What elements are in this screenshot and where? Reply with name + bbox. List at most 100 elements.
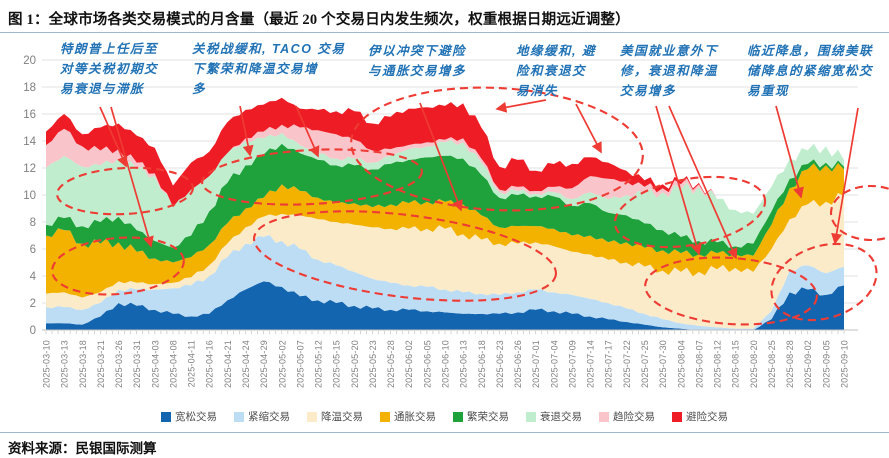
legend-swatch (380, 411, 390, 422)
annotation-arrow (419, 102, 463, 212)
x-tick-label: 2025-03-26 (114, 340, 124, 388)
x-tick-label: 2025-05-02 (277, 340, 287, 388)
legend-item-inflation: 通胀交易 (380, 409, 436, 424)
series-area-tightening (46, 234, 844, 330)
legend-item-cooling: 降温交易 (307, 409, 363, 424)
x-tick-label: 2025-06-05 (422, 340, 432, 388)
series-area-hedging (46, 97, 844, 214)
x-tick-label: 2025-06-13 (459, 340, 469, 388)
highlight-ellipse (644, 256, 818, 326)
y-tick-label: 2 (30, 298, 36, 310)
legend-item-tightening: 紧缩交易 (234, 409, 290, 424)
source-note: 资料来源：民银国际测算 (8, 441, 157, 456)
y-tick-label: 14 (23, 136, 36, 148)
legend-swatch (161, 411, 171, 422)
annotation-1: 特朗普上任后至 对等关税初期交 易衰退与滞胀 (60, 42, 159, 96)
series-area-recession (46, 132, 844, 248)
annotation-arrow (668, 105, 738, 260)
x-tick-label: 2025-08-25 (767, 340, 777, 388)
x-tick-label: 2025-03-13 (60, 340, 70, 388)
annotation-arrow (655, 105, 702, 256)
x-tick-label: 2025-09-10 (840, 340, 850, 388)
annotation-arrow (831, 107, 859, 245)
annotation-arrow (575, 103, 602, 154)
highlight-ellipse (51, 236, 185, 296)
annotation-arrow (495, 99, 547, 113)
legend-swatch (526, 411, 536, 422)
x-tick-label: 2025-07-17 (604, 340, 614, 388)
y-tick-label: 12 (23, 163, 36, 175)
x-tick-label: 2025-03-21 (96, 340, 106, 388)
x-tick-label: 2025-08-12 (713, 340, 723, 388)
legend-item-boom: 繁荣交易 (453, 409, 509, 424)
highlight-ellipse (56, 166, 194, 216)
x-tick-label: 2025-06-10 (441, 340, 451, 388)
x-tick-label: 2025-07-25 (640, 340, 650, 388)
x-tick-label: 2025-08-15 (731, 340, 741, 388)
annotation-arrow (775, 105, 804, 199)
legend-label: 紧缩交易 (248, 411, 290, 423)
x-tick-label: 2025-08-28 (785, 340, 795, 388)
annotation-5: 美国就业意外下 修，衰退和降温 交易增多 (620, 44, 719, 98)
x-tick-label: 2025-07-09 (567, 340, 577, 388)
x-tick-label: 2025-07-30 (658, 340, 668, 388)
footer-divider (0, 432, 889, 433)
x-tick-label: 2025-06-26 (513, 340, 523, 388)
y-tick-label: 18 (23, 82, 36, 94)
x-tick-label: 2025-04-29 (259, 340, 269, 388)
legend-label: 通胀交易 (394, 411, 436, 423)
x-tick-label: 2025-05-15 (332, 340, 342, 388)
legend-swatch (453, 411, 463, 422)
legend-label: 降温交易 (321, 411, 363, 423)
annotation-2: 关税战缓和, TACO 交易 下繁荣和降温交易增 多 (192, 42, 346, 96)
y-tick-label: 8 (30, 217, 36, 229)
x-tick-label: 2025-09-02 (803, 340, 813, 388)
legend-item-recession: 衰退交易 (526, 409, 582, 424)
x-tick-label: 2025-03-18 (78, 340, 88, 388)
highlight-ellipse (829, 184, 889, 242)
x-tick-label: 2025-07-04 (549, 340, 559, 388)
highlight-ellipse (613, 175, 767, 249)
annotation-4: 地缘缓和, 避 险和衰退交 易消失 (516, 44, 596, 98)
highlight-ellipse (770, 242, 878, 322)
x-tick-label: 2025-04-21 (223, 340, 233, 388)
x-tick-label: 2025-08-04 (676, 340, 686, 388)
legend-swatch (599, 411, 609, 422)
y-tick-label: 10 (23, 190, 36, 202)
y-tick-label: 16 (23, 109, 36, 121)
x-tick-label: 2025-04-24 (241, 340, 251, 388)
chart-legend: 宽松交易 紧缩交易 降温交易 通胀交易 繁荣交易 衰退交易 趋险交易 避险交易 (0, 409, 889, 424)
title-divider (0, 32, 889, 33)
annotation-arrow (239, 105, 254, 157)
legend-label: 繁荣交易 (467, 411, 509, 423)
legend-swatch (234, 411, 244, 422)
legend-label: 衰退交易 (540, 411, 582, 423)
x-tick-label: 2025-05-23 (368, 340, 378, 388)
x-tick-label: 2025-05-07 (295, 340, 305, 388)
x-tick-label: 2025-07-14 (586, 340, 596, 388)
x-tick-label: 2025-04-03 (150, 340, 160, 388)
annotation-arrow (295, 105, 320, 158)
highlight-ellipse (253, 210, 557, 302)
legend-label: 宽松交易 (175, 411, 217, 423)
y-tick-label: 6 (30, 244, 36, 256)
x-tick-label: 2025-06-18 (477, 340, 487, 388)
series-area-inflation (46, 163, 844, 298)
x-tick-label: 2025-06-23 (495, 340, 505, 388)
x-tick-label: 2025-04-08 (168, 340, 178, 388)
legend-label: 趋险交易 (613, 411, 655, 423)
y-tick-label: 20 (23, 55, 36, 67)
x-tick-label: 2025-03-10 (42, 340, 52, 388)
x-tick-label: 2025-03-31 (132, 340, 142, 388)
figure-title: 图 1：全球市场各类交易模式的月含量（最近 20 个交易日内发生频次，权重根据日… (8, 12, 630, 28)
x-tick-label: 2025-09-05 (821, 340, 831, 388)
series-area-cooling (46, 192, 844, 329)
x-tick-label: 2025-08-20 (749, 340, 759, 388)
annotation-arrow (99, 106, 128, 168)
x-tick-label: 2025-06-02 (404, 340, 414, 388)
legend-swatch (672, 411, 682, 422)
y-tick-label: 4 (30, 271, 37, 283)
x-tick-label: 2025-07-01 (531, 340, 541, 388)
